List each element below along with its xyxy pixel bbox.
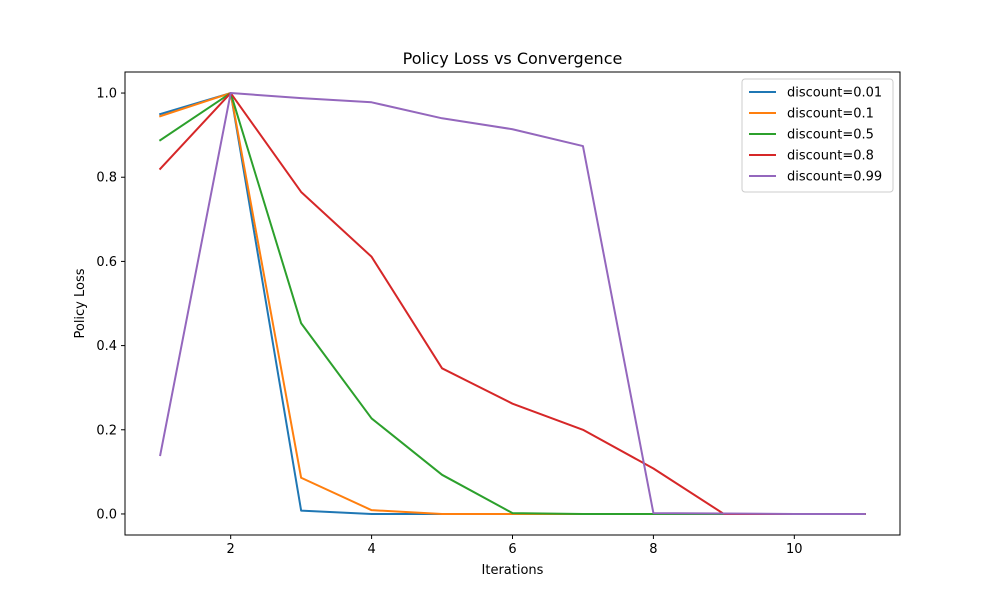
y-tick-label: 0.8: [96, 171, 117, 186]
legend-entry-label: discount=0.5: [787, 128, 874, 143]
plot-marks: [158, 92, 866, 515]
y-tick-label: 0.0: [96, 507, 117, 522]
y-axis: 0.0 0.2 0.4 0.6 0.8 1.0: [96, 87, 125, 522]
x-axis: 2 4 6 8 10: [227, 535, 803, 557]
y-tick-label: 0.2: [96, 423, 117, 438]
series-line-4: [159, 92, 866, 515]
x-tick-label: 2: [227, 542, 235, 557]
x-axis-label: Iterations: [482, 563, 544, 578]
y-tick-label: 0.6: [96, 255, 117, 270]
legend-entry-label: discount=0.8: [787, 149, 874, 164]
legend-entry-label: discount=0.1: [787, 107, 874, 122]
legend-entry-label: discount=0.01: [787, 86, 882, 101]
legend: discount=0.01 discount=0.1 discount=0.5 dis…: [741, 78, 894, 193]
x-tick-label: 4: [367, 542, 375, 557]
x-tick-label: 10: [786, 542, 803, 557]
x-tick-label: 6: [508, 542, 516, 557]
y-tick-label: 0.4: [96, 339, 117, 354]
chart-title: Policy Loss vs Convergence: [403, 49, 623, 68]
y-tick-label: 1.0: [96, 87, 117, 102]
y-axis-label: Policy Loss: [73, 268, 88, 338]
legend-box: [741, 78, 894, 193]
legend-entry-label: discount=0.99: [787, 170, 882, 185]
x-tick-label: 8: [649, 542, 657, 557]
